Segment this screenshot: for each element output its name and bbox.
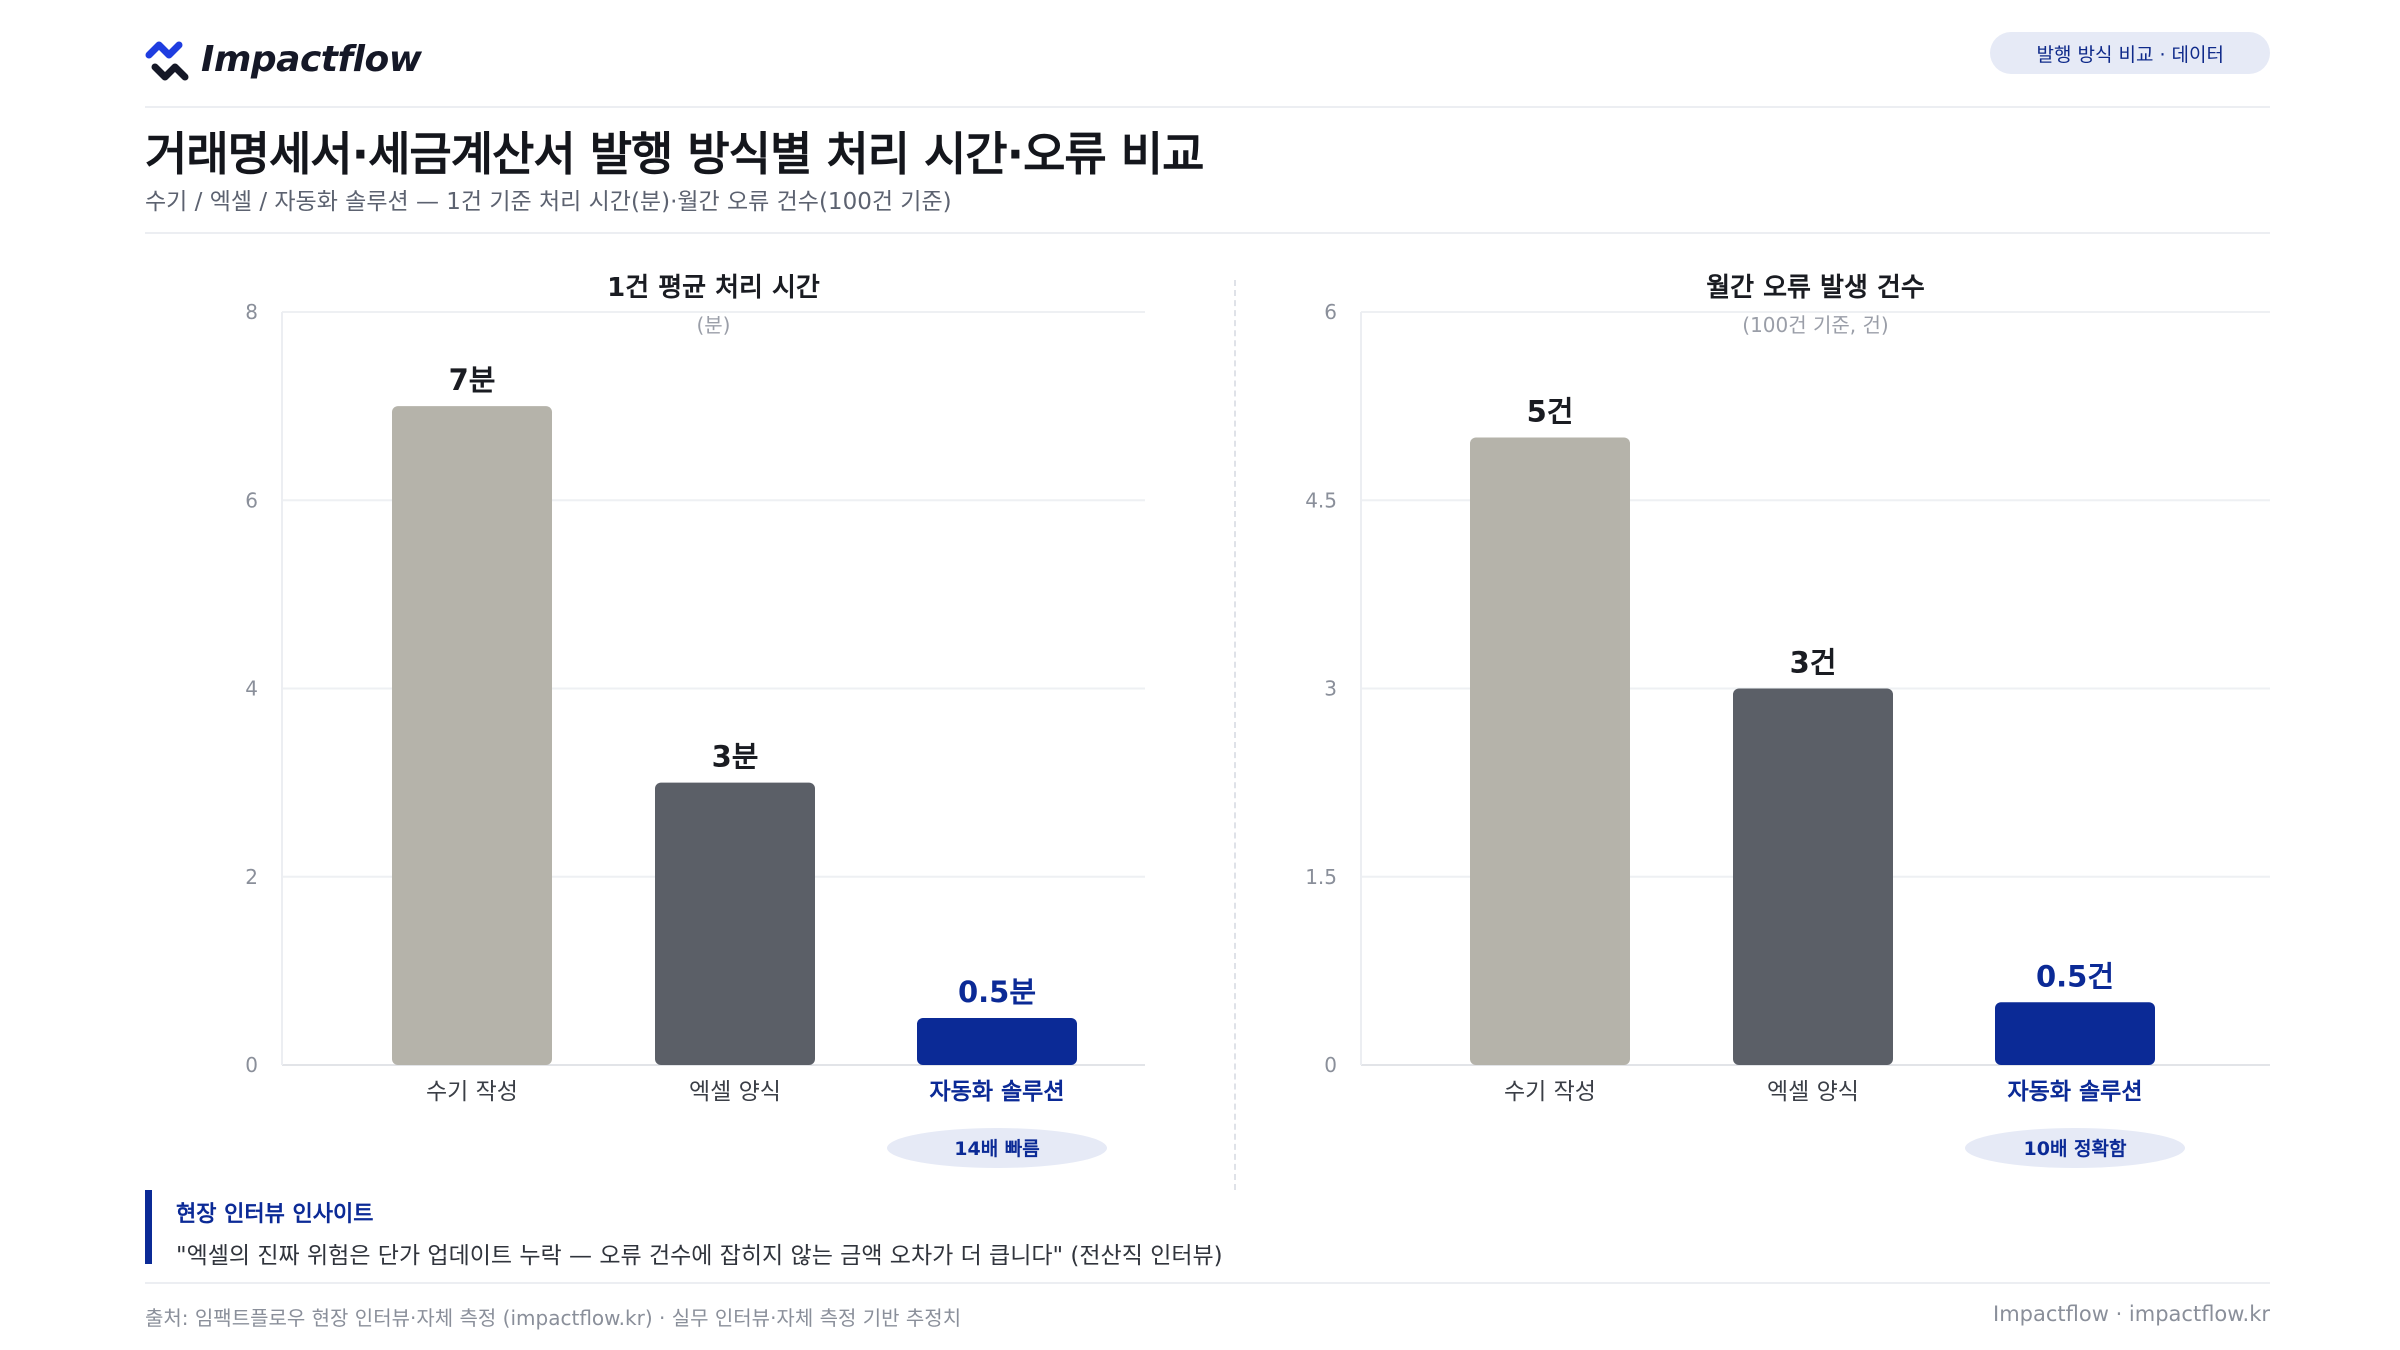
divider (145, 232, 2270, 234)
y-tick-label: 8 (245, 300, 258, 324)
data-label: 3건 (1790, 646, 1837, 680)
data-label: 0.5분 (958, 975, 1036, 1009)
bar-2 (655, 782, 815, 1065)
y-tick-label: 6 (1324, 300, 1337, 324)
data-label: 3분 (712, 740, 759, 774)
brand-name: Impactflow (201, 38, 422, 80)
bar-3 (917, 1017, 1077, 1065)
brand-logo[interactable]: Impactflow (145, 31, 422, 87)
x-tick-label: 엑셀 양식 (689, 1079, 781, 1105)
bar-1 (392, 406, 552, 1065)
chart-unit-note: (분) (696, 313, 730, 337)
header: Impactflow 발행 방식 비교 · 데이터 (145, 26, 2270, 108)
highlight-badge: 10배 정확함 (2024, 1137, 2127, 1160)
chart-title: 월간 오류 발생 건수 (1706, 273, 1925, 303)
y-tick-label: 6 (245, 488, 258, 512)
x-tick-label: 자동화 솔루션 (930, 1079, 1065, 1105)
y-tick-label: 4 (245, 677, 258, 701)
data-label: 5건 (1527, 395, 1574, 429)
x-tick-label: 수기 작성 (1504, 1079, 1596, 1105)
insight-callout: 현장 인터뷰 인사이트 "엑셀의 진짜 위험은 단가 업데이트 누락 — 오류 … (145, 1190, 1545, 1269)
x-tick-label: 엑셀 양식 (1767, 1079, 1859, 1105)
data-label: 0.5건 (2036, 959, 2114, 993)
y-tick-label: 0 (245, 1053, 258, 1077)
highlight-badge-bg (1965, 1128, 2185, 1168)
insight-quote: "엑셀의 진짜 위험은 단가 업데이트 누락 — 오류 건수에 잡히지 않는 금… (176, 1243, 1223, 1269)
highlight-badge: 14배 빠름 (954, 1138, 1040, 1160)
panel-divider (1234, 280, 1236, 1190)
y-tick-label: 2 (245, 865, 258, 889)
chart-unit-note: (100건 기준, 건) (1742, 313, 1888, 337)
bar-2 (1733, 688, 1893, 1065)
highlight-badge-bg (887, 1128, 1107, 1168)
header-badge: 발행 방식 비교 · 데이터 (1990, 32, 2270, 74)
insight-title: 현장 인터뷰 인사이트 (176, 1202, 374, 1227)
page-subtitle: 수기 / 엑셀 / 자동화 솔루션 — 1건 기준 처리 시간(분)·월간 오류… (145, 189, 952, 215)
bar-3 (1995, 1002, 2155, 1065)
chart-title: 1건 평균 처리 시간 (607, 273, 820, 303)
footer-credit: Impactflow · impactflow.kr (1993, 1302, 2270, 1326)
y-tick-label: 3 (1324, 677, 1337, 701)
divider (145, 1282, 2270, 1284)
x-tick-label: 수기 작성 (426, 1079, 518, 1105)
y-tick-label: 0 (1324, 1053, 1337, 1077)
footer-source: 출처: 임팩트플로우 현장 인터뷰·자체 측정 (impactflow.kr) … (145, 1306, 962, 1330)
data-label: 7분 (449, 363, 496, 397)
bar-1 (1470, 437, 1630, 1065)
x-tick-label: 자동화 솔루션 (2008, 1079, 2143, 1105)
y-tick-label: 4.5 (1305, 488, 1337, 512)
impactflow-logo-icon (145, 41, 189, 81)
page-title: 거래명세서·세금계산서 발행 방식별 처리 시간·오류 비교 (145, 127, 1204, 181)
y-tick-label: 1.5 (1305, 865, 1337, 889)
